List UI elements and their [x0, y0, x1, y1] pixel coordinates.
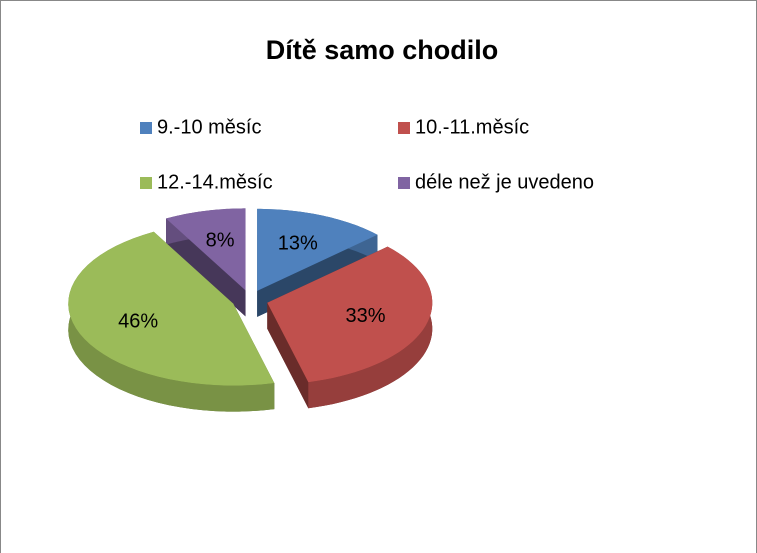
legend-swatch — [398, 122, 410, 134]
slice — [68, 231, 275, 386]
data-label: 33% — [346, 305, 386, 327]
legend-label: 12.-14.měsíc — [157, 171, 273, 193]
legend-label: 10.-11.měsíc — [415, 116, 529, 138]
slice-side — [267, 302, 309, 409]
slice — [166, 208, 246, 291]
data-label: 46% — [118, 311, 158, 333]
data-label: 8% — [206, 229, 235, 251]
legend-swatch — [140, 177, 152, 189]
slice-side — [166, 218, 246, 317]
slice-side — [68, 231, 275, 412]
slice — [257, 208, 378, 291]
legend-swatch — [140, 122, 152, 134]
legend-swatch — [398, 177, 410, 189]
legend-label: déle než je uvedeno — [415, 171, 594, 193]
chart-title: Dítě samo chodilo — [266, 35, 499, 65]
slice — [267, 246, 433, 383]
legend-label: 9.-10 měsíc — [157, 116, 261, 138]
slice-side — [308, 246, 433, 409]
data-label: 13% — [278, 233, 318, 255]
